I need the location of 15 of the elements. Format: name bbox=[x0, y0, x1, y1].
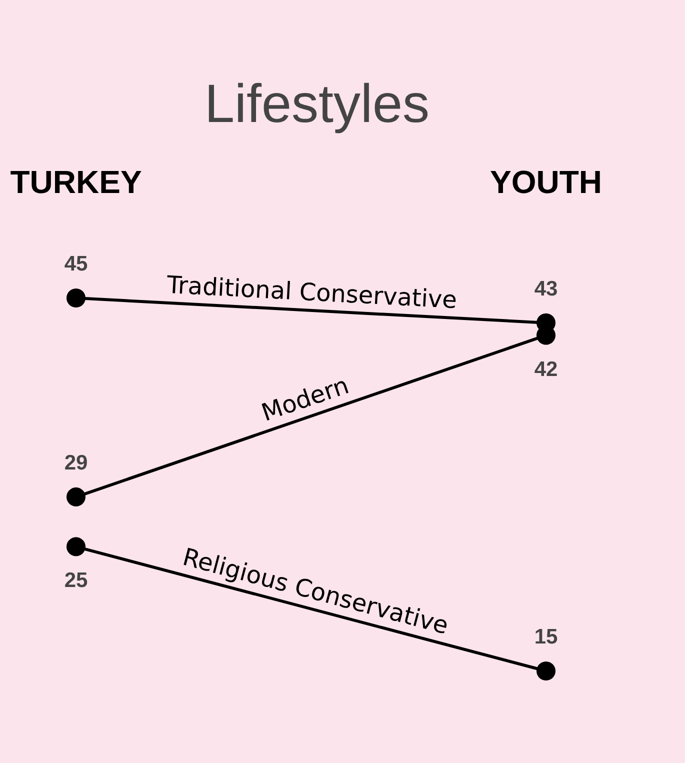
data-label: 45 bbox=[64, 252, 88, 276]
chart-title: Lifestyles bbox=[204, 74, 430, 134]
data-label: 25 bbox=[64, 569, 88, 592]
point bbox=[536, 662, 556, 680]
series-label: Traditional Conservative bbox=[165, 270, 458, 314]
point bbox=[66, 487, 86, 506]
data-label: 42 bbox=[534, 358, 558, 381]
text: Modern bbox=[258, 371, 352, 427]
data-label: 29 bbox=[64, 451, 88, 474]
x-tick-label: TURKEY bbox=[10, 164, 142, 200]
point bbox=[66, 537, 86, 556]
point bbox=[66, 288, 86, 308]
data-label: 43 bbox=[534, 277, 558, 300]
x-tick-label: YOUTH bbox=[490, 164, 602, 200]
data-label: 15 bbox=[534, 626, 558, 648]
